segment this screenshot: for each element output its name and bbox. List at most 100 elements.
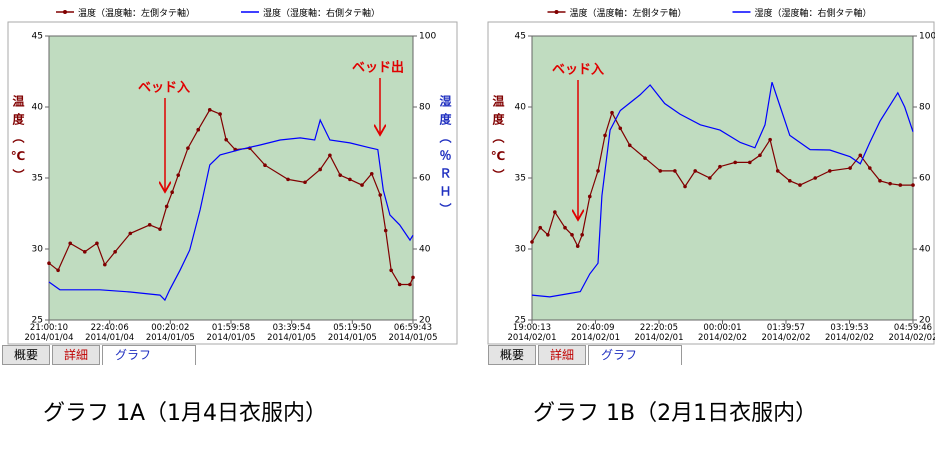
series-marker: [813, 176, 818, 180]
tab[interactable]: 詳細: [52, 345, 100, 365]
series-marker: [56, 268, 60, 273]
series-marker: [775, 169, 780, 173]
series-marker: [610, 110, 614, 115]
series-marker: [788, 179, 792, 183]
x-tick-label: 22:40:06 2014/01/04: [85, 323, 135, 343]
annotation: ベッド入: [138, 81, 190, 96]
y-axis-title: 温度（℃）: [491, 95, 505, 187]
x-tick-label: 04:59:46 2014/02/02: [888, 323, 935, 343]
series-marker: [369, 171, 374, 176]
series-marker: [196, 127, 201, 132]
y2-tick-label: 80: [919, 103, 931, 113]
x-tick-label: 20:40:09 2014/02/01: [571, 323, 620, 343]
x-tick-label: 03:19:53 2014/02/02: [825, 323, 874, 343]
y2-tick-label: 60: [919, 174, 931, 184]
tab[interactable]: 詳細: [538, 345, 586, 365]
series-marker: [328, 153, 332, 158]
series-marker: [164, 204, 169, 209]
series-marker: [898, 183, 903, 187]
legend-marker: [63, 10, 67, 14]
series-marker: [147, 223, 152, 227]
series-marker: [878, 179, 882, 183]
series-marker: [224, 137, 228, 142]
y-tick-label: 45: [515, 32, 526, 42]
series-marker: [286, 177, 290, 182]
series-marker: [68, 241, 73, 246]
x-tick-label: 00:20:02 2014/01/05: [145, 323, 195, 343]
series-marker: [768, 137, 772, 142]
series-marker: [360, 183, 364, 187]
tab[interactable]: グラフ: [102, 345, 196, 365]
series-marker: [603, 133, 607, 138]
legend-marker: [554, 10, 559, 14]
series-marker: [733, 160, 737, 165]
series-marker: [378, 193, 383, 197]
series-marker: [828, 169, 832, 173]
y-tick-label: 45: [32, 32, 43, 42]
y2-tick-label: 20: [919, 316, 931, 326]
y-tick-label: 30: [515, 245, 527, 255]
tab[interactable]: 概要: [488, 345, 536, 365]
series-marker: [530, 240, 534, 244]
series-marker: [758, 153, 762, 158]
series-marker: [858, 153, 863, 158]
series-marker: [318, 167, 322, 172]
y-tick-label: 40: [32, 103, 44, 113]
series-marker: [618, 126, 623, 131]
series-marker: [383, 228, 388, 233]
series-marker: [563, 225, 567, 230]
series-marker: [587, 194, 592, 199]
y-tick-label: 40: [515, 103, 527, 113]
x-tick-label: 21:00:10 2014/01/04: [24, 323, 74, 343]
series-marker: [658, 169, 663, 173]
series-marker: [868, 166, 872, 170]
x-tick-label: 22:20:05 2014/02/01: [634, 323, 684, 343]
tab[interactable]: グラフ: [588, 345, 682, 365]
x-tick-label: 03:39:54 2014/01/05: [267, 323, 317, 343]
series-marker: [748, 160, 752, 165]
series-marker: [575, 244, 580, 248]
series-marker: [338, 173, 343, 177]
x-tick-label: 19:00:13 2014/02/01: [507, 323, 557, 343]
series-marker: [389, 268, 393, 273]
series-marker: [848, 166, 852, 170]
legend-label: 湿度（湿度軸：右側タテ軸）: [754, 9, 872, 19]
series-marker: [683, 184, 687, 189]
series-marker: [798, 183, 802, 187]
series-marker: [47, 261, 51, 266]
series-line: [531, 82, 914, 298]
annotation: ベッド入: [552, 63, 604, 78]
series-marker: [708, 176, 712, 180]
y-tick-label: 25: [515, 316, 526, 326]
y2-tick-label: 40: [419, 245, 431, 255]
series-marker: [411, 275, 415, 280]
plot-area: [531, 35, 914, 321]
series-marker: [82, 250, 87, 254]
series-marker: [408, 282, 412, 287]
x-tick-label: 01:59:58 2014/01/05: [206, 323, 256, 343]
series-marker: [263, 163, 267, 168]
series-marker: [95, 241, 99, 246]
series-marker: [218, 112, 222, 116]
series-marker: [170, 190, 174, 194]
series-marker: [718, 164, 722, 169]
caption: グラフ 1B（2月1日衣服内）: [533, 401, 818, 426]
x-tick-label: 00:00:01 2014/02/02: [698, 323, 747, 343]
series-marker: [128, 231, 133, 236]
legend-label: 温度（温度軸：左側タテ軸）: [569, 9, 687, 19]
tab[interactable]: 概要: [2, 345, 50, 365]
series-marker: [186, 146, 190, 150]
series-marker: [596, 169, 600, 173]
x-tick-label: 05:19:50 2014/01/05: [327, 323, 377, 343]
y2-tick-label: 40: [919, 245, 931, 255]
series-marker: [538, 225, 543, 230]
series-marker: [643, 156, 647, 160]
x-tick-label: 06:59:43 2014/01/05: [388, 323, 438, 343]
legend-label: 温度（温度軸：左側タテ軸）: [78, 9, 196, 19]
series-marker: [397, 282, 402, 287]
y2-tick-label: 100: [419, 32, 436, 42]
y2-tick-label: 80: [419, 103, 431, 113]
y-tick-label: 35: [515, 174, 526, 184]
series-marker: [207, 108, 212, 112]
